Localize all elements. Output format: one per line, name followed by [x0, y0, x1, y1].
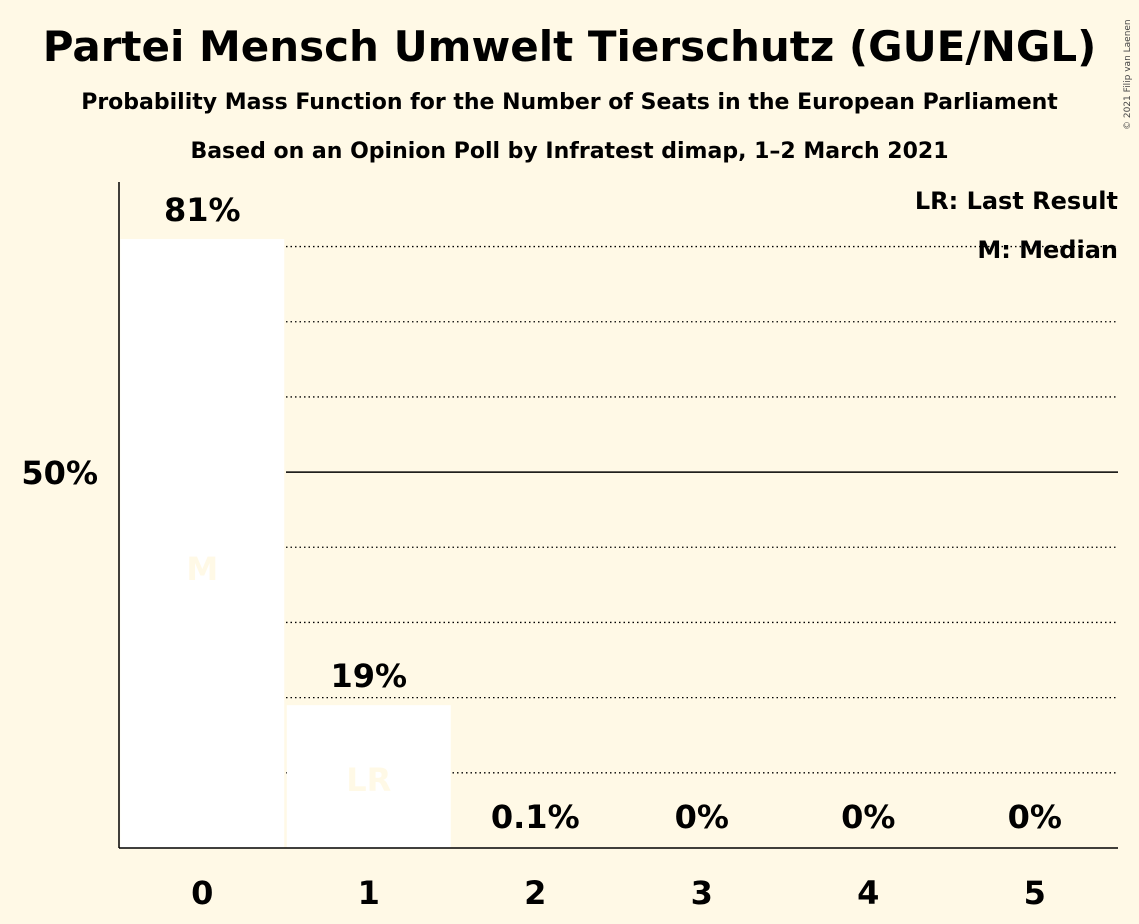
labels: 81% 0 19% 1 0.1% 2 0% 3 0% 4 0% 5 M LR 50%: [21, 191, 1062, 912]
x-tick-label: 4: [857, 874, 879, 912]
value-label: 19%: [330, 657, 407, 695]
x-tick-label: 1: [358, 874, 380, 912]
x-tick-label: 3: [691, 874, 713, 912]
legend: LR: Last Result M: Median: [915, 187, 1118, 264]
legend-entry: M: Median: [977, 236, 1118, 264]
bar: [120, 239, 285, 849]
x-tick-label: 2: [524, 874, 546, 912]
axes: [118, 182, 1118, 849]
chart-subtitle: Probability Mass Function for the Number…: [81, 90, 1058, 115]
value-label: 0.1%: [491, 798, 580, 836]
chart-title: Partei Mensch Umwelt Tierschutz (GUE/NGL…: [42, 22, 1097, 71]
chart-source-subtitle: Based on an Opinion Poll by Infratest di…: [190, 139, 949, 164]
value-label: 0%: [675, 798, 729, 836]
value-label: 0%: [1008, 798, 1062, 836]
legend-entry: LR: Last Result: [915, 187, 1118, 215]
value-label: 81%: [164, 191, 241, 229]
gridlines: [286, 245, 1118, 774]
bar: [286, 705, 451, 848]
x-tick-label: 0: [191, 874, 213, 912]
bar-marker-label: LR: [346, 761, 391, 799]
x-tick-label: 5: [1024, 874, 1046, 912]
bar-marker-label: M: [186, 550, 218, 588]
bars: [120, 239, 618, 849]
y-tick-label: 50%: [21, 454, 98, 492]
value-label: 0%: [841, 798, 895, 836]
